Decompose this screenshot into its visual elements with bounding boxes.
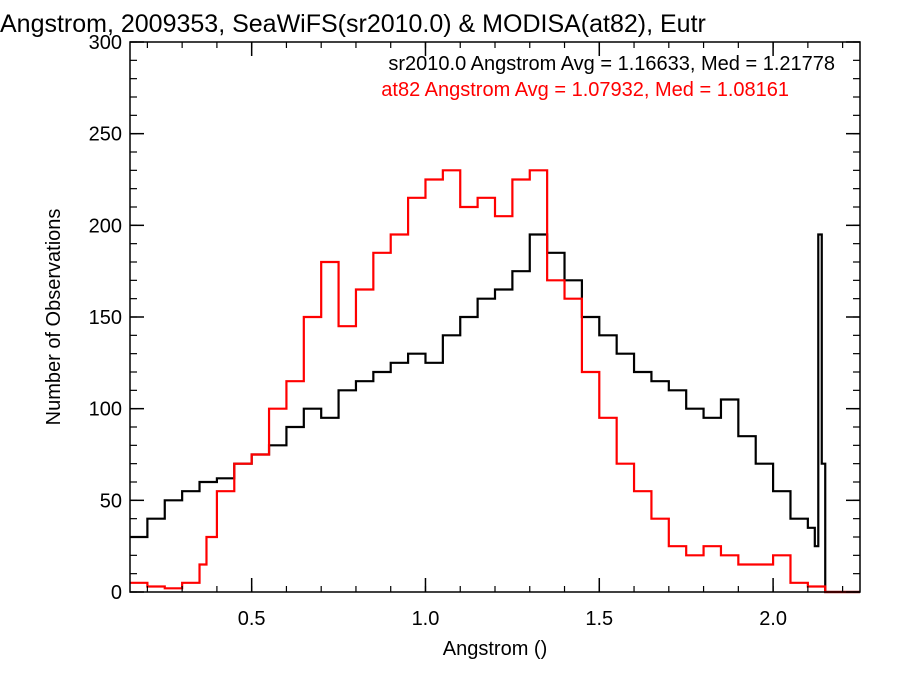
y-tick-label: 300: [89, 32, 122, 54]
plot-frame: [129, 41, 861, 593]
y-tick-label: 150: [89, 307, 122, 329]
x-axis-label: Angstrom (): [443, 638, 547, 660]
series-at82: [130, 169, 860, 594]
x-tick-label: 1.5: [585, 608, 613, 630]
legend-sr2010: sr2010.0 Angstrom Avg = 1.16633, Med = 1…: [388, 53, 835, 75]
x-tick-label: 0.5: [238, 608, 266, 630]
y-tick-label: 250: [89, 124, 122, 146]
y-tick-label: 200: [89, 215, 122, 237]
ticks-layer: 0.5 1.0 1.5 2.0 0 50 100 150 200 250 300: [89, 32, 860, 630]
legend-at82: at82 Angstrom Avg = 1.07932, Med = 1.081…: [381, 79, 789, 101]
series-layer: [130, 169, 860, 594]
x-tick-label: 1.0: [412, 608, 440, 630]
x-tick-label: 2.0: [759, 608, 787, 630]
chart-title: Angstrom, 2009353, SeaWiFS(sr2010.0) & M…: [0, 10, 706, 38]
y-tick-label: 50: [100, 490, 122, 512]
y-tick-label: 0: [111, 582, 122, 604]
y-axis-label: Number of Observations: [43, 209, 65, 426]
series-sr2010.0: [130, 233, 860, 594]
y-tick-label: 100: [89, 399, 122, 421]
